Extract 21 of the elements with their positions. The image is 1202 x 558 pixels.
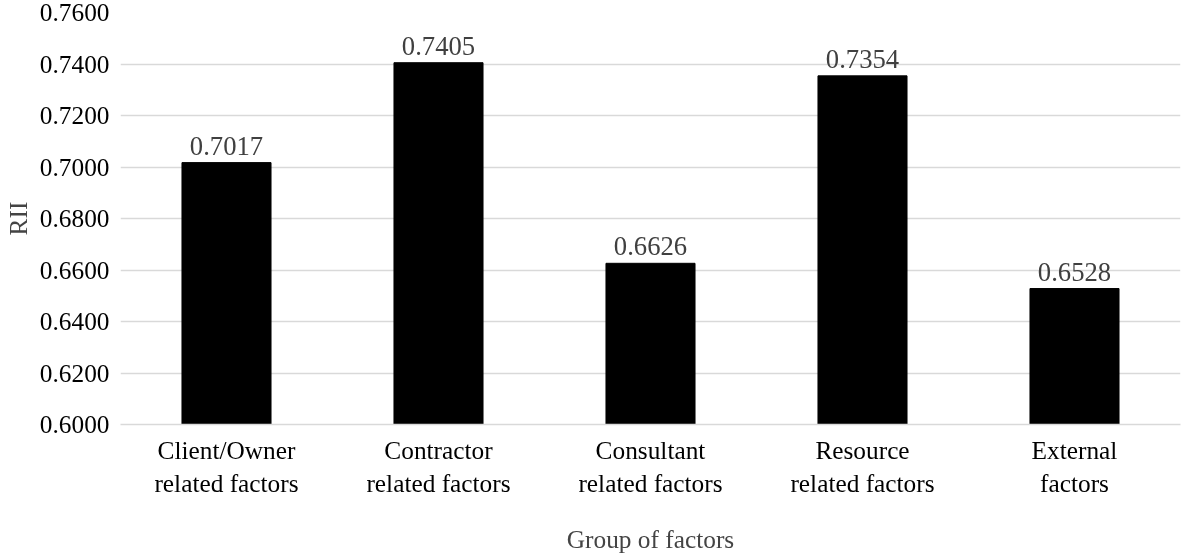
data-label: 0.6626 — [613, 231, 688, 262]
data-label: 0.6528 — [1037, 256, 1112, 287]
data-label: 0.7405 — [401, 30, 476, 61]
y-tick-label: 0.6400 — [39, 307, 110, 335]
y-tick-label: 0.7600 — [39, 0, 110, 26]
x-tick-label: Resource related factors — [790, 435, 935, 498]
data-label: 0.7017 — [189, 130, 264, 161]
x-tick-label: External factors — [1031, 435, 1118, 498]
y-tick-label: 0.6000 — [39, 410, 110, 438]
y-axis-title: RII — [3, 201, 32, 236]
y-tick-label: 0.7200 — [39, 101, 110, 129]
x-tick-label: Contractor related factors — [366, 435, 511, 498]
y-tick-label: 0.6600 — [39, 255, 110, 284]
y-tick-label: 0.7000 — [39, 152, 110, 181]
x-tick-label: Client/Owner related factors — [154, 435, 299, 498]
y-tick-label: 0.7400 — [39, 49, 110, 78]
data-label: 0.7354 — [825, 43, 900, 74]
x-axis-title: Group of factors — [566, 525, 735, 554]
x-tick-label: Consultant related factors — [578, 435, 723, 498]
y-tick-label: 0.6800 — [39, 204, 110, 232]
y-tick-label: 0.6200 — [39, 358, 110, 387]
